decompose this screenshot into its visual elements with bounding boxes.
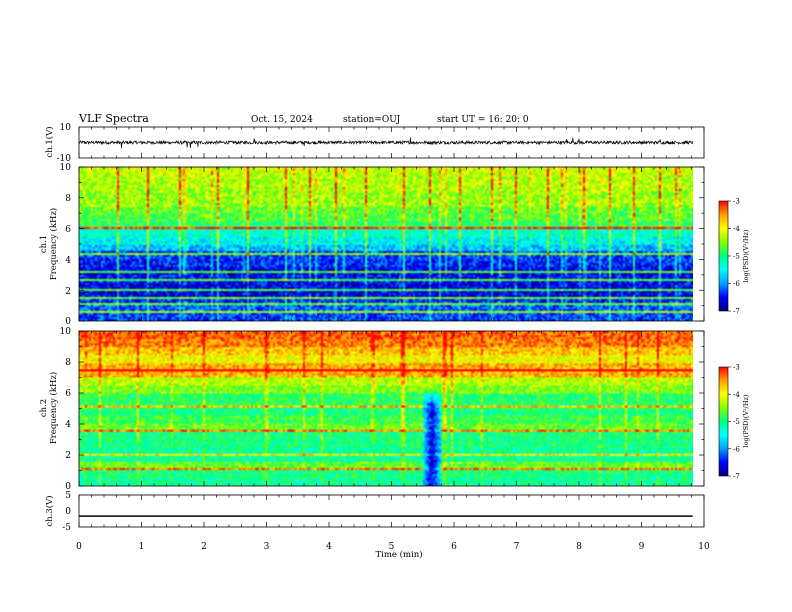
- colorbar-tick-label: -6: [733, 280, 740, 288]
- colorbar-tick-label: -6: [733, 445, 740, 453]
- ch1-ytick-top: 10: [60, 123, 72, 133]
- ch3-ylabel: ch.3(V): [44, 495, 55, 526]
- ch2-ytick-10: 10: [60, 327, 72, 337]
- x-tick-label: 3: [264, 542, 270, 552]
- colorbar-tick-label: -3: [733, 198, 740, 206]
- ch1-waveform-line: [78, 137, 694, 149]
- ch2-colorbar-ticks: -3 -4 -5 -6 -7: [728, 364, 740, 481]
- colorbar-tick-label: -5: [733, 418, 740, 426]
- figure-title: VLF Spectra: [78, 112, 149, 125]
- ch2-spectrogram-panel: 10 8 6 4 2 0 ch.2 Frequency (kHz): [39, 327, 705, 492]
- ch3-waveform-panel: 5 0 -5 ch.3(V): [44, 491, 705, 533]
- ch1-ytick-6: 6: [65, 225, 71, 235]
- x-tick-label: 10: [698, 542, 710, 552]
- colorbar-tick-label: -4: [733, 391, 740, 399]
- x-tick-label: 4: [326, 542, 332, 552]
- colorbar-tick-label: -7: [733, 308, 740, 316]
- colorbar-tick-label: -3: [733, 364, 740, 372]
- x-tick-label: 7: [514, 542, 520, 552]
- ch1-ylabel-channel: ch.1: [39, 235, 49, 253]
- x-tick-label: 6: [451, 542, 457, 552]
- ch2-ytick-0: 0: [65, 482, 71, 492]
- ch1-waveform-panel: 10 -10 ch.1(V): [44, 123, 705, 164]
- ch2-colorbar-label: log(PSD)(V²/Hz): [742, 394, 750, 447]
- ch1-colorbar-gradient: [718, 200, 729, 312]
- ch1-spectrogram-image: [79, 167, 693, 321]
- ch1-ylabel-frequency: Frequency (kHz): [48, 208, 59, 280]
- x-tick-label: 5: [389, 542, 395, 552]
- ch1-ytick-0: 0: [65, 317, 71, 327]
- ch2-colorbar: -3 -4 -5 -6 -7 log(PSD)(V²/Hz): [718, 364, 750, 481]
- ch2-ylabel-frequency: Frequency (kHz): [48, 372, 59, 444]
- ch1-colorbar: -3 -4 -5 -6 -7 log(PSD)(V²/Hz): [718, 198, 750, 316]
- ch2-ylabel-channel: ch.2: [39, 399, 49, 417]
- ch2-ytick-8: 8: [65, 358, 71, 368]
- x-axis-label: Time (min): [375, 549, 422, 560]
- colorbar-tick-label: -4: [733, 225, 740, 233]
- x-tick-labels: 0 1 2 3 4 5 6 7 8 9 10: [76, 542, 710, 552]
- x-tick-label: 0: [76, 542, 82, 552]
- ch1-ytick-2: 2: [65, 287, 71, 297]
- ch1-colorbar-label: log(PSD)(V²/Hz): [742, 229, 750, 282]
- x-tick-label: 1: [139, 542, 145, 552]
- station-label: station=OUJ: [343, 115, 401, 125]
- date-label: Oct. 15, 2024: [251, 115, 313, 125]
- x-tick-label: 8: [576, 542, 582, 552]
- ch2-ytick-6: 6: [65, 389, 71, 399]
- ch2-spectrogram-image: [79, 331, 693, 486]
- ch2-ytick-4: 4: [65, 420, 71, 430]
- ch1-spectrogram-panel: 10 8 6 4 2 0 ch.1 Frequency (kHz): [39, 163, 705, 327]
- ch1-ytick-4: 4: [65, 256, 71, 266]
- ch1-colorbar-ticks: -3 -4 -5 -6 -7: [728, 198, 740, 316]
- ch1-ytick-10: 10: [60, 163, 72, 173]
- ch1-ylabel: ch.1(V): [44, 126, 55, 157]
- ch2-colorbar-gradient: [718, 366, 729, 477]
- ch1-ytick-8: 8: [65, 194, 71, 204]
- ch1-ytick-bottom: -10: [57, 154, 72, 164]
- ch3-ytick-minus5: -5: [62, 523, 71, 533]
- colorbar-tick-label: -7: [733, 473, 740, 481]
- ch3-ytick-0: 0: [65, 507, 71, 517]
- ch3-ytick-5: 5: [65, 491, 71, 501]
- axis-tick-marks: [78, 127, 705, 527]
- x-tick-label: 2: [201, 542, 207, 552]
- ch2-ytick-2: 2: [65, 451, 71, 461]
- x-tick-label: 9: [639, 542, 645, 552]
- colorbar-tick-label: -5: [733, 253, 740, 261]
- start-time-label: start UT = 16: 20: 0: [437, 115, 529, 125]
